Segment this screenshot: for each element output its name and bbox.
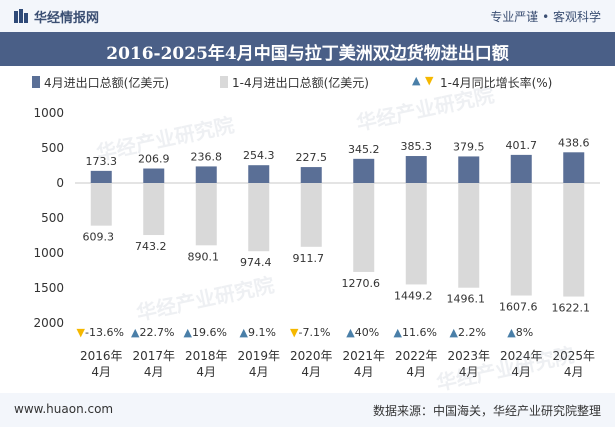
x-tick-label: 4月 (144, 365, 164, 379)
bar-monthly (143, 168, 165, 183)
growth-label: ▲8% (507, 326, 533, 339)
data-label-monthly: 206.9 (138, 153, 170, 166)
tagline: 专业严谨 • 客观科学 (490, 10, 601, 24)
bar-monthly (248, 165, 270, 183)
data-label-ytd: 1496.1 (447, 293, 486, 306)
header-bar: 华经情报网 专业严谨 • 客观科学 (0, 0, 615, 32)
bar-monthly (563, 152, 585, 183)
bar-ytd (510, 183, 532, 296)
title-bar (0, 32, 615, 66)
data-label-monthly: 254.3 (243, 149, 275, 162)
bar-ytd (90, 183, 112, 226)
bar-monthly (405, 156, 427, 183)
x-tick-label: 4月 (196, 365, 216, 379)
bar-ytd (563, 183, 585, 297)
data-label-ytd: 743.2 (135, 240, 167, 253)
legend-label-ytd: 1-4月进出口总额(亿美元) (232, 76, 369, 90)
growth-label: ▲2.2% (450, 326, 486, 339)
data-label-monthly: 173.3 (86, 155, 118, 168)
data-label-ytd: 609.3 (83, 231, 115, 244)
legend-swatch-ytd (220, 76, 228, 88)
x-tick-label: 2019年 (237, 349, 280, 363)
data-label-ytd: 1607.6 (499, 301, 538, 314)
data-label-monthly: 379.5 (453, 140, 485, 153)
growth-label: ▼-13.6% (77, 326, 124, 339)
legend-label-growth: 1-4月同比增长率(%) (440, 76, 553, 90)
data-label-monthly: 345.2 (348, 143, 380, 156)
x-tick-label: 4月 (459, 365, 479, 379)
data-label-monthly: 227.5 (296, 151, 328, 164)
bar-monthly (458, 156, 480, 183)
site-url[interactable]: www.huaon.com (14, 402, 114, 416)
y-tick-label: 1000 (33, 106, 64, 120)
legend-marker-down: ▼ (425, 74, 434, 87)
x-tick-label: 2021年 (342, 349, 385, 363)
y-tick-label: 0 (56, 176, 64, 190)
data-label-monthly: 236.8 (191, 150, 223, 163)
bar-ytd (405, 183, 427, 285)
brand-name: 华经情报网 (34, 11, 100, 26)
x-tick-label: 2018年 (185, 349, 228, 363)
data-label-ytd: 911.7 (293, 252, 325, 265)
x-tick-label: 2022年 (395, 349, 438, 363)
x-tick-label: 2025年 (552, 349, 595, 363)
data-label-monthly: 438.6 (558, 136, 590, 149)
bar-ytd (195, 183, 217, 246)
x-tick-label: 4月 (301, 365, 321, 379)
bar-monthly (90, 170, 112, 183)
x-tick-label: 2017年 (132, 349, 175, 363)
data-label-monthly: 401.7 (506, 139, 538, 152)
x-tick-label: 4月 (354, 365, 374, 379)
data-source: 数据来源：中国海关，华经产业研究院整理 (372, 404, 601, 418)
legend-swatch-monthly (32, 76, 40, 88)
bar-ytd (248, 183, 270, 252)
x-tick-label: 4月 (564, 365, 584, 379)
growth-label: ▲40% (346, 326, 379, 339)
y-tick-label: 2000 (33, 316, 64, 330)
legend-marker-up: ▲ (412, 74, 421, 87)
x-tick-label: 4月 (406, 365, 426, 379)
bar-monthly (510, 154, 532, 183)
growth-label: ▲19.6% (184, 326, 227, 339)
logo-icon (14, 9, 28, 23)
bar-ytd (143, 183, 165, 236)
bar-ytd (300, 183, 322, 247)
y-tick-label: 500 (41, 141, 64, 155)
chart-title: 2016-2025年4月中国与拉丁美洲双边货物进出口额 (106, 44, 509, 64)
x-tick-label: 2020年 (290, 349, 333, 363)
bar-monthly (195, 166, 217, 183)
bar-ytd (458, 183, 480, 288)
y-tick-label: 1000 (33, 246, 64, 260)
legend-label-monthly: 4月进出口总额(亿美元) (44, 76, 169, 90)
chart-area: 1000 500 0 500 1000 1500 2000 173.3 609.3 ▼-13.6%… (33, 106, 600, 379)
growth-label: ▼-7.1% (290, 326, 330, 339)
x-tick-label: 2016年 (80, 349, 123, 363)
data-label-ytd: 974.4 (240, 256, 272, 269)
bar-ytd (353, 183, 375, 272)
x-tick-label: 4月 (511, 365, 531, 379)
growth-label: ▲11.6% (394, 326, 437, 339)
data-label-ytd: 1449.2 (394, 289, 433, 302)
x-tick-label: 4月 (91, 365, 111, 379)
bar-monthly (300, 167, 322, 183)
x-tick-label: 2023年 (447, 349, 490, 363)
data-label-ytd: 890.1 (188, 250, 220, 263)
growth-label: ▲22.7% (131, 326, 174, 339)
growth-label: ▲9.1% (240, 326, 276, 339)
footer-bar (0, 393, 615, 427)
y-tick-label: 500 (41, 211, 64, 225)
x-tick-label: 2024年 (500, 349, 543, 363)
data-label-ytd: 1270.6 (342, 277, 381, 290)
data-label-ytd: 1622.1 (552, 302, 591, 315)
y-tick-label: 1500 (33, 281, 64, 295)
bar-monthly (353, 158, 375, 183)
data-label-monthly: 385.3 (401, 140, 433, 153)
x-tick-label: 4月 (249, 365, 269, 379)
